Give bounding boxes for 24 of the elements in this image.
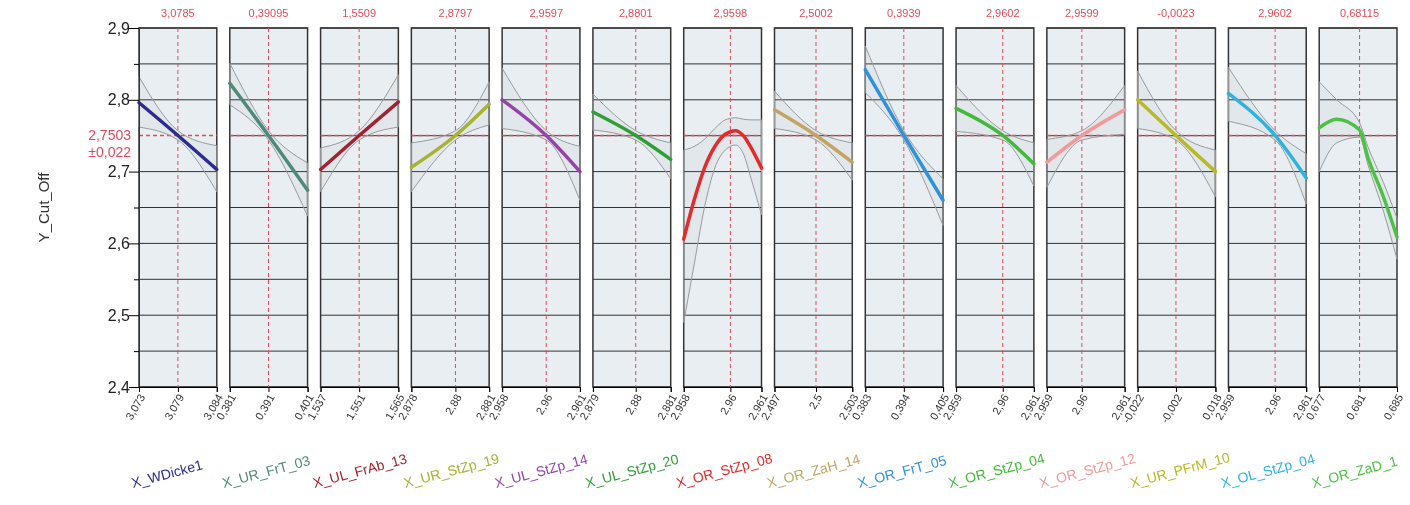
ref-line-label: 2,9602: [985, 7, 1020, 19]
x-tick-label: 2,5: [806, 391, 825, 412]
ref-line-label: 0,68115: [1340, 7, 1380, 19]
ref-line-label: 2,7503: [88, 127, 132, 144]
ref-line-label: -0,0023: [1157, 7, 1195, 19]
ref-line-label: 2,9602: [1258, 7, 1292, 19]
text: ±0,022: [88, 144, 132, 161]
y-tick-label: 2,6: [107, 235, 131, 253]
ref-line-label: 2,5002: [799, 7, 833, 19]
ref-line-label: 2,9597: [529, 7, 564, 19]
ref-line-label: 2,8801: [618, 7, 653, 19]
y-tick-label: 2,8: [107, 91, 131, 109]
y-tick-label: 2,4: [107, 378, 131, 396]
ref-line-label: 2,8797: [438, 7, 473, 19]
ref-line-label: 0,39095: [248, 7, 289, 19]
ref-line-label: 2,9599: [1065, 7, 1099, 19]
ref-line-label: 3,0785: [161, 7, 195, 19]
ref-line-label: 2,9598: [713, 7, 748, 19]
y-axis-title: Y_Cut_Off: [35, 171, 52, 243]
y-tick-label: 2,7: [107, 163, 131, 181]
y-tick-label: 2,9: [107, 19, 131, 37]
ref-line-label: 1,5509: [342, 7, 377, 19]
y-tick-label: 2,5: [107, 306, 131, 324]
ref-line-label: 0,3939: [887, 7, 921, 19]
